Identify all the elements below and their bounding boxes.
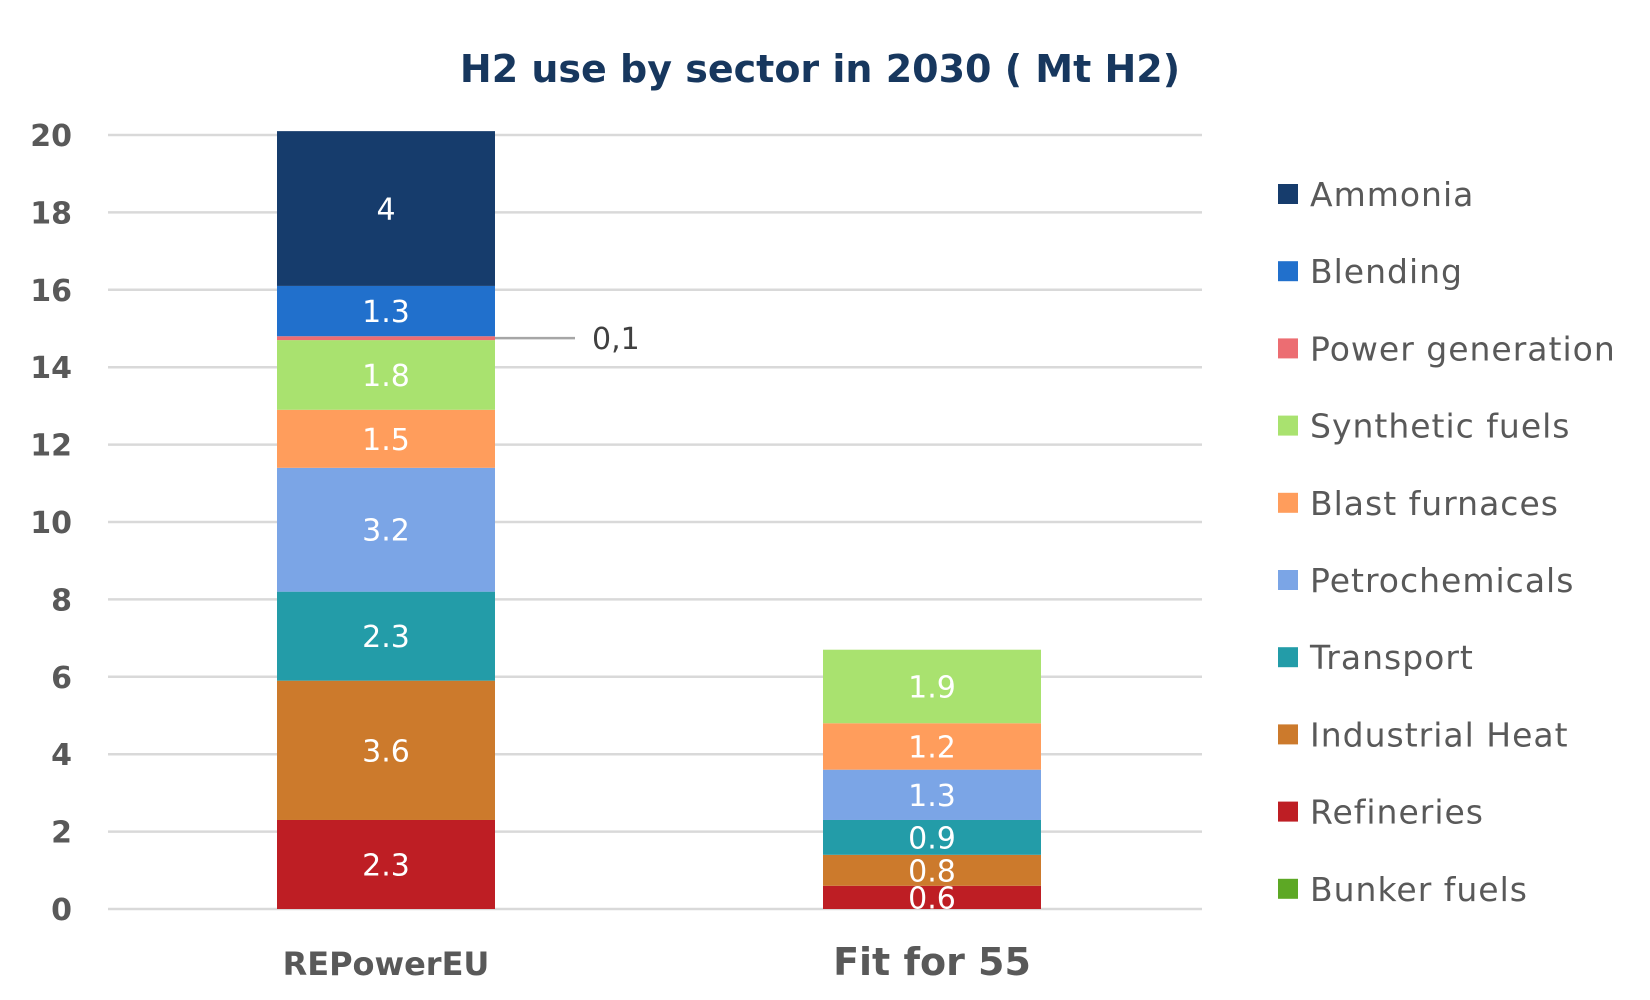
- legend-label: Transport: [1309, 638, 1474, 677]
- data-label-repowereu-synthetic-fuels: 1.8: [362, 359, 410, 394]
- legend-item-bunker-fuels: Bunker fuels: [1278, 870, 1528, 909]
- legend-item-industrial-heat: Industrial Heat: [1278, 715, 1569, 754]
- bar-segment-repowereu-ammonia: [277, 131, 495, 286]
- bar-segment-fit-for-55-petrochemicals: [823, 769, 1041, 820]
- legend-label: Petrochemicals: [1310, 561, 1574, 600]
- data-label-fit-for-55-refineries: 0.6: [908, 881, 956, 916]
- legend-label: Bunker fuels: [1310, 870, 1528, 909]
- bar-segment-repowereu-blending: [277, 285, 495, 337]
- legend-swatch: [1278, 415, 1298, 436]
- data-label-repowereu-industrial-heat: 3.6: [362, 734, 410, 769]
- legend-item-synthetic-fuels: Synthetic fuels: [1278, 407, 1571, 446]
- legend-item-blending: Blending: [1278, 252, 1463, 291]
- y-axis-ticks: 0 2 4 6 8 10 12 14 16 18 20: [30, 119, 72, 928]
- legend-swatch: [1278, 647, 1298, 668]
- bar-segment-fit-for-55-transport: [823, 819, 1041, 855]
- x-axis-ticks: REPowerEU Fit for 55: [283, 940, 1031, 984]
- legend-item-petrochemicals: Petrochemicals: [1278, 561, 1574, 600]
- bar-segment-repowereu-transport: [277, 591, 495, 681]
- legend-label: Industrial Heat: [1310, 715, 1569, 754]
- bar-segment-repowereu-petrochemicals: [277, 467, 495, 592]
- bar-segment-fit-for-55-synthetic-fuels: [823, 649, 1041, 724]
- data-label-fit-for-55-industrial-heat: 0.8: [908, 854, 956, 889]
- bars: [277, 131, 1041, 909]
- legend-item-ammonia: Ammonia: [1278, 175, 1474, 214]
- y-tick-label: 2: [51, 816, 72, 851]
- data-labels: 2.3 3.6 2.3 3.2 1.5 1.8 1.3 4 0.60.80.9 1.3 1.2 1.9: [362, 193, 956, 917]
- legend-label: Blending: [1310, 252, 1463, 291]
- legend-swatch: [1278, 724, 1298, 745]
- callouts: 0,1: [495, 322, 640, 357]
- data-label-repowereu-petrochemicals: 3.2: [362, 514, 410, 549]
- data-label-fit-for-55-petrochemicals: 1.3: [908, 779, 956, 814]
- legend-swatch: [1278, 338, 1298, 359]
- legend-item-refineries: Refineries: [1278, 793, 1484, 832]
- legend-label: Ammonia: [1310, 175, 1474, 214]
- bar-segment-repowereu-refineries: [277, 819, 495, 909]
- y-tick-label: 0: [51, 893, 72, 928]
- legend-swatch: [1278, 492, 1298, 513]
- data-label-repowereu-blending: 1.3: [362, 295, 410, 330]
- legend: Ammonia Blending Power generation Synthetic…: [1278, 175, 1616, 909]
- legend-label: Refineries: [1310, 793, 1484, 832]
- data-label-fit-for-55-transport: 0.9: [908, 821, 956, 856]
- data-label-fit-for-55-blast-furnaces: 1.2: [908, 730, 956, 765]
- legend-swatch: [1278, 570, 1298, 590]
- bar-segment-repowereu-power-generation: [277, 336, 495, 341]
- y-tick-label: 18: [30, 196, 72, 231]
- y-tick-label: 12: [30, 429, 72, 464]
- legend-label: Power generation: [1310, 329, 1616, 368]
- legend-swatch: [1278, 801, 1298, 822]
- legend-swatch: [1278, 261, 1298, 282]
- legend-label: Blast furnaces: [1310, 484, 1559, 523]
- bar-segment-repowereu-synthetic-fuels: [277, 340, 495, 410]
- legend-item-blast-furnaces: Blast furnaces: [1278, 484, 1559, 523]
- legend-swatch: [1278, 878, 1298, 899]
- data-label-fit-for-55-synthetic-fuels: 1.9: [908, 670, 956, 705]
- y-tick-label: 4: [51, 738, 72, 773]
- data-label-repowereu-ammonia: 4: [376, 193, 395, 228]
- y-tick-label: 20: [30, 119, 72, 154]
- y-tick-label: 6: [51, 661, 72, 696]
- data-label-repowereu-refineries: 2.3: [362, 848, 410, 883]
- bar-segment-fit-for-55-blast-furnaces: [823, 723, 1041, 770]
- callout-label: 0,1: [592, 322, 640, 357]
- bar-segment-repowereu-blast-furnaces: [277, 409, 495, 468]
- legend-item-transport: Transport: [1278, 638, 1474, 677]
- x-tick-label: Fit for 55: [833, 940, 1031, 984]
- y-tick-label: 14: [30, 351, 72, 386]
- x-tick-label: REPowerEU: [283, 945, 490, 983]
- bar-segment-fit-for-55-refineries: [823, 885, 1041, 909]
- y-tick-label: 8: [51, 583, 72, 618]
- legend-item-power-generation: Power generation: [1278, 329, 1616, 368]
- bar-segment-repowereu-industrial-heat: [277, 680, 495, 820]
- legend-label: Synthetic fuels: [1310, 407, 1571, 446]
- y-tick-label: 10: [30, 506, 72, 541]
- y-tick-label: 16: [30, 274, 72, 309]
- bar-segment-fit-for-55-industrial-heat: [823, 854, 1041, 886]
- data-label-repowereu-transport: 2.3: [362, 620, 410, 655]
- chart-title: H2 use by sector in 2030 ( Mt H2): [460, 47, 1180, 91]
- data-label-repowereu-blast-furnaces: 1.5: [362, 423, 410, 458]
- legend-swatch: [1278, 184, 1298, 204]
